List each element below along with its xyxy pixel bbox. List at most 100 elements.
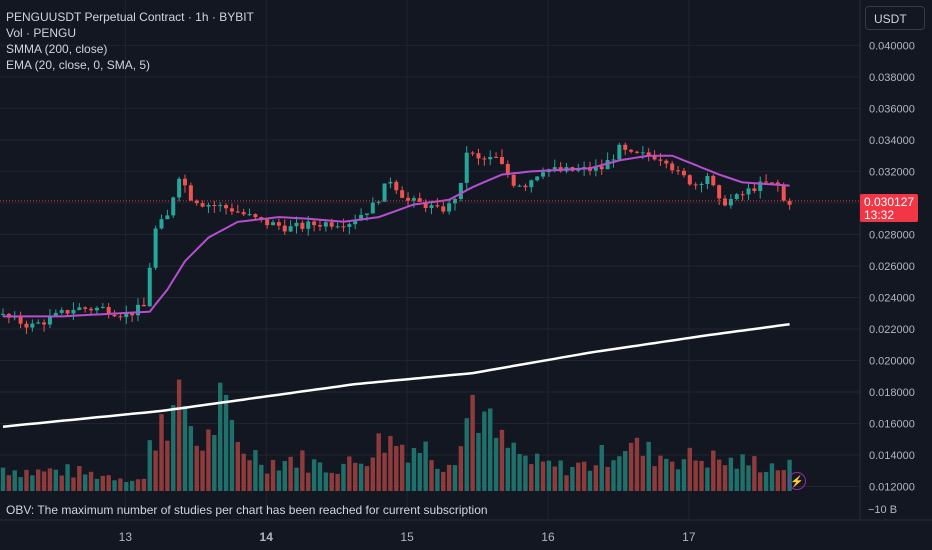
legend-volume: Vol · PENGU — [6, 26, 77, 40]
volume-bar — [499, 429, 505, 491]
candle-body — [605, 160, 610, 170]
volume-bar — [423, 441, 428, 491]
volume-bar — [235, 441, 240, 491]
y-axis-tick-label: 0.014000 — [869, 450, 915, 462]
volume-bar — [570, 466, 575, 491]
volume-bar — [88, 471, 94, 491]
candle-body — [676, 170, 681, 172]
y-axis-tick-label: 0.038000 — [869, 72, 915, 84]
candle-body — [664, 160, 669, 164]
candle-body — [18, 315, 23, 324]
volume-bar — [470, 394, 475, 491]
smma-line — [2, 323, 790, 428]
candle-body — [488, 156, 493, 160]
candle-body — [388, 181, 393, 184]
candle-body — [523, 185, 528, 188]
volume-bar — [464, 418, 469, 491]
volume-bar — [458, 446, 464, 491]
candle-body — [752, 188, 757, 191]
candle-body — [376, 201, 381, 203]
volume-bar — [493, 437, 499, 491]
volume-bar — [300, 450, 305, 491]
volume-bar — [529, 464, 534, 491]
volume-bar — [634, 437, 640, 491]
candle-body — [394, 181, 399, 191]
candle-body — [136, 304, 141, 316]
volume-bar — [687, 447, 692, 491]
candle-body — [335, 226, 340, 228]
candle-body — [130, 313, 135, 316]
volume-bar — [53, 469, 59, 491]
candle-body — [723, 198, 728, 206]
candle-body — [212, 205, 217, 207]
volume-bar — [446, 464, 452, 491]
candle-body — [599, 166, 604, 170]
volume-bar — [141, 478, 147, 491]
candle-body — [717, 185, 722, 199]
candle-body — [317, 225, 322, 227]
volume-bar — [18, 477, 23, 491]
volume-bar — [763, 471, 769, 491]
candle-body — [341, 226, 346, 228]
volume-bar — [746, 465, 751, 491]
candle-body — [59, 310, 64, 313]
candle-body — [400, 190, 405, 198]
candle-body — [235, 211, 240, 213]
volume-bar — [112, 480, 117, 491]
volume-bar — [769, 463, 775, 491]
candle-body — [24, 323, 29, 328]
volume-bar — [94, 478, 100, 491]
volume-bar — [153, 450, 158, 491]
volume-bar — [558, 460, 563, 491]
candle-body — [171, 197, 176, 216]
candle-body — [1, 313, 5, 315]
volume-bar — [358, 463, 364, 491]
volume-bar — [106, 475, 111, 491]
volume-bar — [36, 469, 41, 491]
candle-body — [194, 200, 199, 204]
x-axis-tick-label: 14 — [260, 530, 274, 544]
volume-bar — [699, 460, 704, 491]
y-axis-tick-label: 0.026000 — [869, 261, 915, 273]
candle-body — [787, 200, 792, 205]
volume-bar — [752, 456, 757, 491]
candle-body — [711, 175, 716, 186]
volume-bar — [628, 442, 634, 491]
candle-body — [89, 308, 94, 311]
candle-body — [464, 152, 469, 183]
volume-bar — [417, 452, 422, 491]
volume-bar — [135, 479, 141, 491]
volume-bar — [82, 474, 88, 491]
candle-body — [306, 221, 311, 229]
candle-body — [429, 205, 434, 209]
candle-body — [458, 182, 463, 199]
candle-body — [670, 163, 675, 171]
candle-body — [769, 182, 774, 184]
currency-selector-button[interactable]: USDT — [865, 6, 925, 30]
candle-body — [452, 198, 457, 204]
y-axis-tick-label: 0.020000 — [869, 355, 915, 367]
volume-bar — [593, 465, 599, 491]
volume-bar — [669, 461, 675, 491]
candle-body — [30, 323, 35, 328]
candle-body — [758, 181, 763, 191]
candle-body — [118, 316, 123, 318]
candle-body — [347, 224, 352, 227]
volume-bar — [576, 462, 581, 491]
x-axis-tick-label: 15 — [400, 530, 414, 544]
volume-bar — [24, 469, 29, 491]
candle-body — [159, 219, 164, 229]
candle-body — [282, 225, 287, 232]
volume-bar — [534, 453, 540, 491]
candle-body — [141, 304, 146, 307]
lightning-bolt-icon[interactable]: ⚡ — [788, 472, 806, 490]
candle-body — [740, 194, 745, 196]
candle-body — [229, 208, 234, 212]
volume-bar — [435, 468, 440, 491]
volume-bar — [147, 440, 152, 491]
volume-bar — [693, 460, 698, 491]
candle-body — [100, 306, 105, 308]
candle-body — [271, 222, 276, 226]
candle-body — [775, 182, 780, 185]
